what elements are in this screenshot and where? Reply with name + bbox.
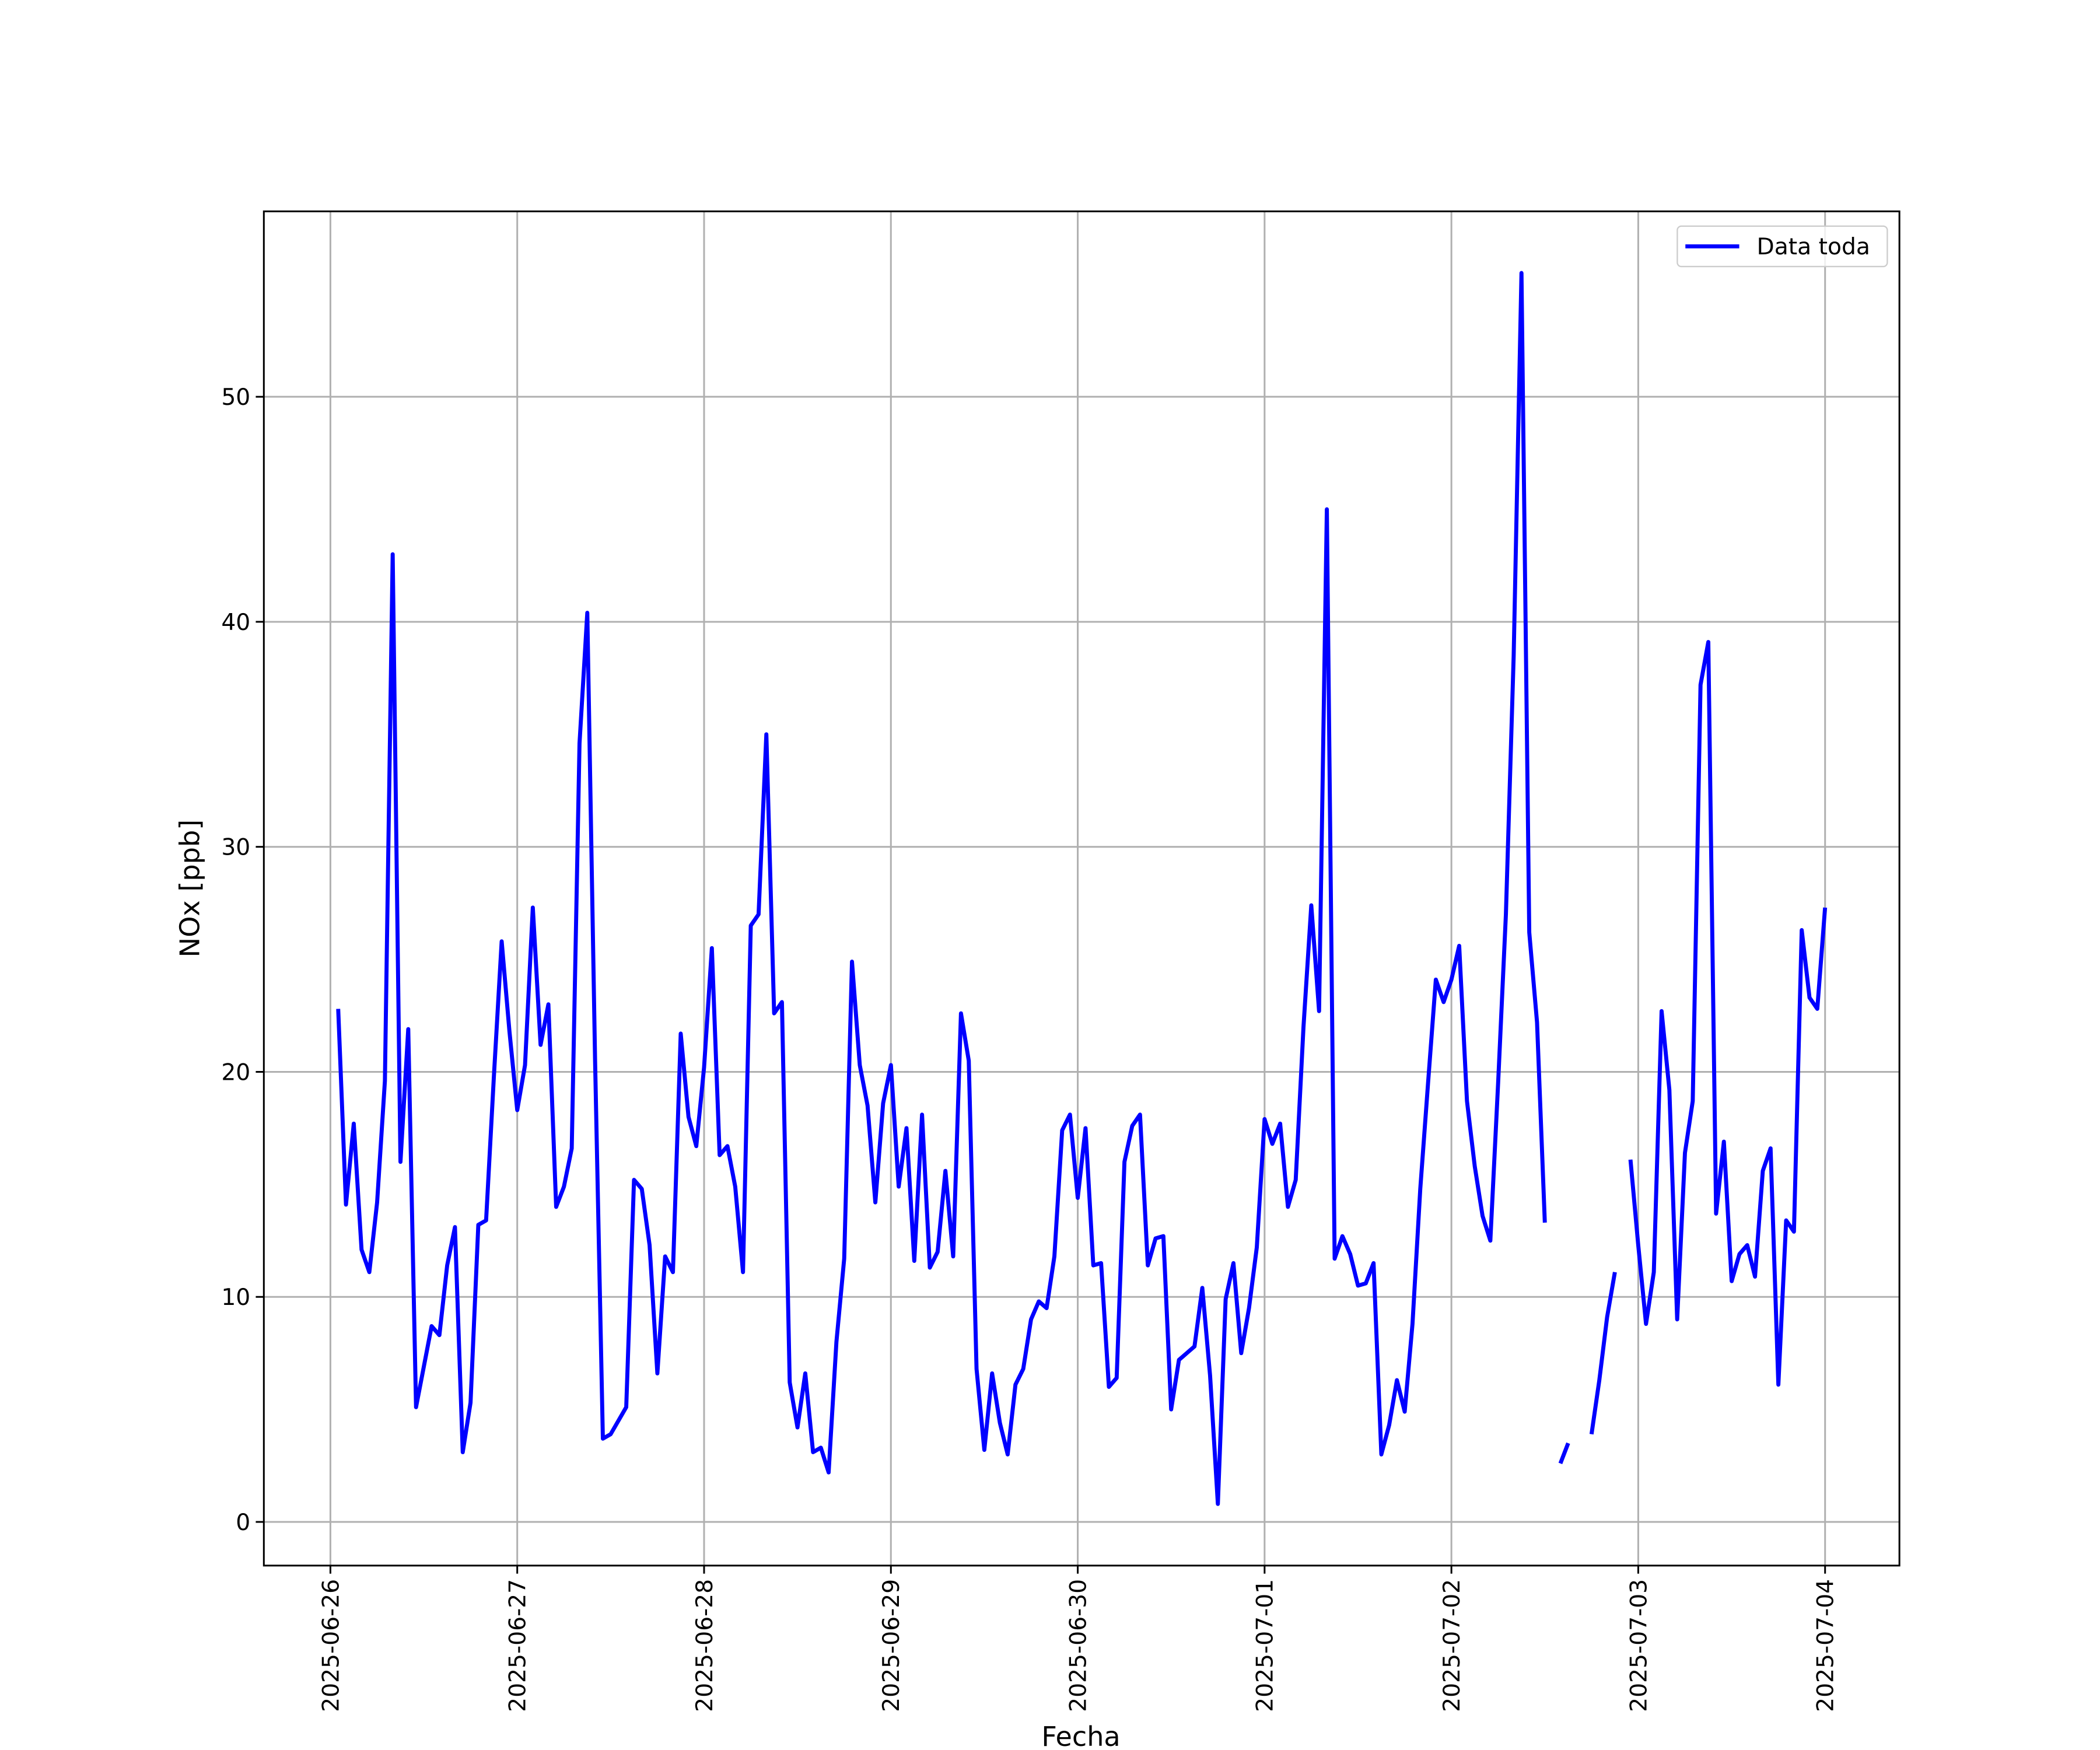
x-tick-label: 2025-06-29 <box>878 1579 905 1712</box>
y-tick-label: 0 <box>236 1510 250 1536</box>
y-tick-label: 40 <box>221 610 250 636</box>
legend-label: Data toda <box>1757 234 1870 260</box>
x-tick-label: 2025-06-26 <box>318 1579 344 1712</box>
x-tick-label: 2025-07-03 <box>1626 1579 1652 1712</box>
data-line <box>336 271 1828 1506</box>
legend: Data toda <box>1676 225 1888 268</box>
y-axis-label: NOx [ppb] <box>174 820 206 958</box>
y-tick-label: 30 <box>221 835 250 861</box>
x-tick-label: 2025-06-28 <box>692 1579 718 1712</box>
x-axis-label: Fecha <box>1041 1721 1120 1750</box>
x-tick-label: 2025-07-02 <box>1439 1579 1465 1712</box>
x-tick-label: 2025-07-04 <box>1813 1579 1839 1712</box>
y-tick-label: 10 <box>221 1284 250 1311</box>
legend-box <box>1676 225 1888 268</box>
y-tick-label: 20 <box>221 1059 250 1086</box>
y-tick-label: 50 <box>221 384 250 411</box>
x-tick-label: 2025-07-01 <box>1252 1579 1279 1712</box>
x-tick-label: 2025-06-30 <box>1065 1579 1091 1712</box>
plot-frame <box>262 210 1901 1567</box>
x-tick-label: 2025-06-27 <box>505 1579 531 1712</box>
